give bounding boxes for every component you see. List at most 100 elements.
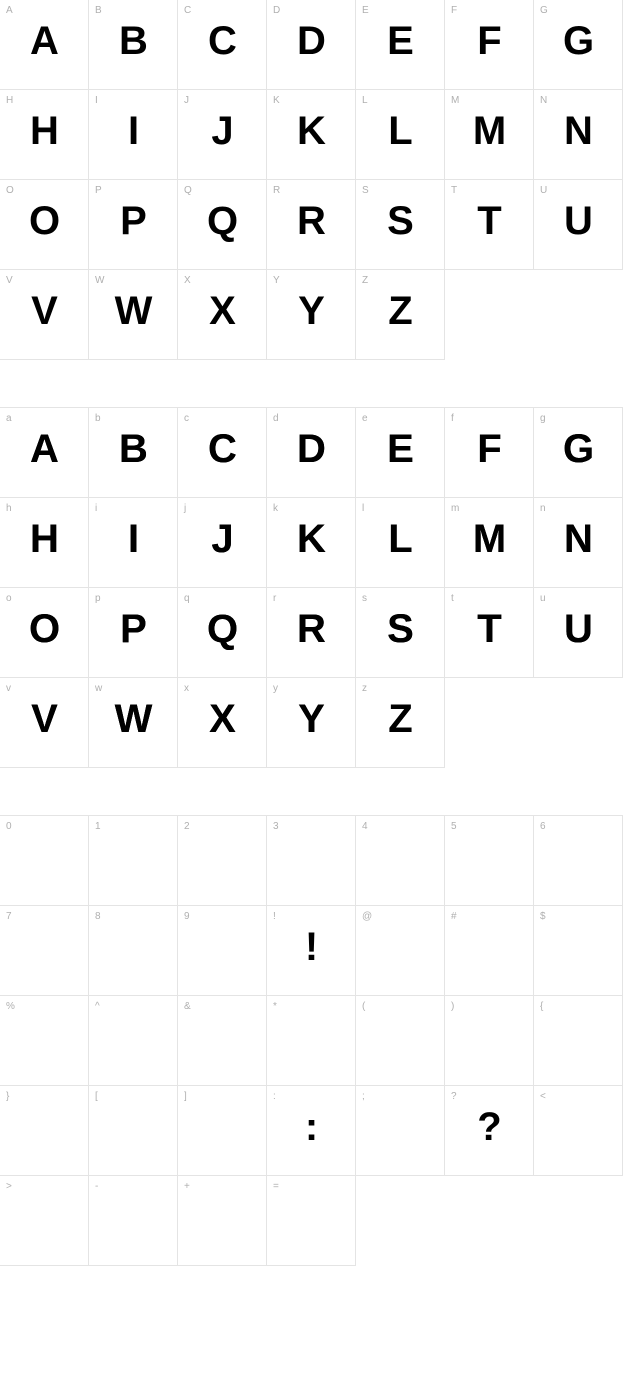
cell-label: 9 (184, 911, 190, 922)
cell-label: ) (451, 1001, 454, 1012)
glyph-cell: ( (355, 995, 445, 1086)
lowercase-section: aAbBcCdDeEfFgGhHiIjJkKlLmMnNoOpPqQrRsStT… (0, 408, 640, 768)
cell-label: j (184, 503, 186, 514)
glyph-cell: jJ (177, 497, 267, 588)
cell-label: b (95, 413, 101, 424)
cell-label: I (95, 95, 98, 106)
glyph-cell: $ (533, 905, 623, 996)
cell-glyph: U (564, 609, 592, 649)
cell-label: Q (184, 185, 192, 196)
cell-label: X (184, 275, 191, 286)
cell-label: a (6, 413, 12, 424)
cell-label: T (451, 185, 457, 196)
glyph-cell: zZ (355, 677, 445, 768)
glyph-cell: vV (0, 677, 89, 768)
symbols-section: 0123456789!!@#$%^&*(){}[]::;??<>-+= (0, 816, 640, 1266)
glyph-cell: :: (266, 1085, 356, 1176)
glyph-cell: !! (266, 905, 356, 996)
glyph-cell: 8 (88, 905, 178, 996)
cell-glyph: G (563, 429, 593, 469)
cell-label: ] (184, 1091, 187, 1102)
glyph-cell: JJ (177, 89, 267, 180)
cell-label: ; (362, 1091, 365, 1102)
glyph-cell: bB (88, 407, 178, 498)
glyph-cell: rR (266, 587, 356, 678)
cell-glyph: U (564, 201, 592, 241)
glyph-cell: 0 (0, 815, 89, 906)
cell-label: O (6, 185, 14, 196)
cell-label: s (362, 593, 367, 604)
glyph-cell: ZZ (355, 269, 445, 360)
cell-glyph: A (30, 21, 58, 61)
glyph-cell: YY (266, 269, 356, 360)
cell-label: 6 (540, 821, 546, 832)
glyph-cell: * (266, 995, 356, 1086)
character-map: AABBCCDDEEFFGGHHIIJJKKLLMMNNOOPPQQRRSSTT… (0, 0, 640, 1266)
glyph-cell: 4 (355, 815, 445, 906)
cell-glyph: O (29, 609, 59, 649)
glyph-cell: HH (0, 89, 89, 180)
symbols-grid: 0123456789!!@#$%^&*(){}[]::;??<>-+= (0, 816, 640, 1266)
cell-label: C (184, 5, 191, 16)
glyph-cell: BB (88, 0, 178, 90)
glyph-cell: @ (355, 905, 445, 996)
glyph-cell: EE (355, 0, 445, 90)
cell-label: % (6, 1001, 15, 1012)
glyph-cell: oO (0, 587, 89, 678)
glyph-cell: TT (444, 179, 534, 270)
cell-label: H (6, 95, 13, 106)
cell-label: M (451, 95, 459, 106)
cell-glyph: I (128, 111, 138, 151)
cell-label: p (95, 593, 101, 604)
cell-glyph: S (387, 609, 413, 649)
glyph-cell: 3 (266, 815, 356, 906)
cell-label: { (540, 1001, 543, 1012)
cell-label: S (362, 185, 369, 196)
cell-glyph: W (115, 699, 152, 739)
cell-label: } (6, 1091, 9, 1102)
cell-label: Y (273, 275, 280, 286)
glyph-cell: MM (444, 89, 534, 180)
cell-label: # (451, 911, 457, 922)
cell-label: z (362, 683, 367, 694)
glyph-cell: 1 (88, 815, 178, 906)
cell-glyph: C (208, 21, 236, 61)
cell-label: N (540, 95, 547, 106)
cell-glyph: L (388, 111, 411, 151)
glyph-cell: iI (88, 497, 178, 588)
cell-label: > (6, 1181, 12, 1192)
cell-label: v (6, 683, 11, 694)
cell-glyph: M (473, 519, 505, 559)
glyph-cell: { (533, 995, 623, 1086)
cell-label: + (184, 1181, 190, 1192)
cell-label: 5 (451, 821, 457, 832)
cell-label: K (273, 95, 280, 106)
cell-label: q (184, 593, 190, 604)
glyph-cell: PP (88, 179, 178, 270)
glyph-cell: + (177, 1175, 267, 1266)
cell-glyph: M (473, 111, 505, 151)
glyph-cell: dD (266, 407, 356, 498)
cell-label: 1 (95, 821, 101, 832)
cell-glyph: R (297, 609, 325, 649)
cell-label: ! (273, 911, 276, 922)
cell-glyph: O (29, 201, 59, 241)
glyph-cell: 2 (177, 815, 267, 906)
glyph-cell: = (266, 1175, 356, 1266)
glyph-cell: ?? (444, 1085, 534, 1176)
cell-glyph: F (477, 21, 500, 61)
cell-label: i (95, 503, 97, 514)
glyph-cell: } (0, 1085, 89, 1176)
cell-glyph: Z (388, 291, 411, 331)
cell-glyph: E (387, 21, 413, 61)
uppercase-grid: AABBCCDDEEFFGGHHIIJJKKLLMMNNOOPPQQRRSSTT… (0, 0, 640, 360)
cell-label: ^ (95, 1001, 100, 1012)
cell-label: 7 (6, 911, 12, 922)
cell-label: k (273, 503, 278, 514)
glyph-cell: 7 (0, 905, 89, 996)
glyph-cell: - (88, 1175, 178, 1266)
cell-label: [ (95, 1091, 98, 1102)
glyph-cell: 6 (533, 815, 623, 906)
cell-label: R (273, 185, 280, 196)
cell-glyph: D (297, 429, 325, 469)
